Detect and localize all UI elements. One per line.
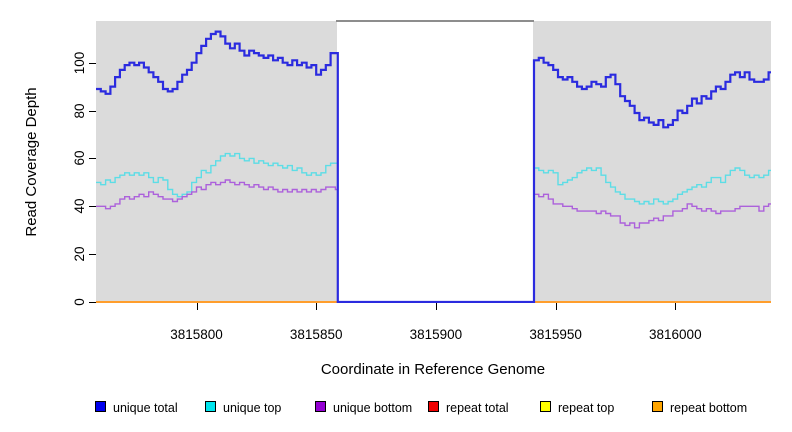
y-tick-label: 20 — [72, 246, 87, 262]
x-axis-title: Coordinate in Reference Genome — [320, 361, 546, 378]
repeat-top-swatch-icon — [540, 401, 551, 413]
x-tick-mark — [196, 303, 198, 310]
unique-total-swatch-icon — [95, 401, 106, 413]
repeat-bottom-swatch-icon — [652, 401, 663, 413]
y-tick-mark — [89, 302, 96, 303]
y-axis-title: Read Coverage Depth — [23, 87, 40, 237]
legend-item-unique-bottom: unique bottom — [315, 399, 413, 415]
legend-label: repeat top — [558, 400, 615, 415]
x-tick-mark — [316, 303, 318, 310]
legend-item-repeat-top: repeat top — [540, 399, 615, 415]
legend-item-repeat-bottom: repeat bottom — [652, 399, 748, 415]
legend-label: repeat total — [446, 400, 509, 415]
legend-label: unique bottom — [333, 400, 413, 415]
plot-panel-right-region — [533, 21, 771, 302]
x-tick-label: 3816000 — [649, 327, 702, 342]
y-tick-mark — [89, 254, 96, 256]
x-tick-mark — [435, 303, 437, 310]
x-tick-mark — [555, 303, 557, 310]
y-tick-mark — [89, 158, 96, 160]
x-tick-label: 3815800 — [170, 327, 223, 342]
y-tick-mark — [89, 206, 96, 208]
x-tick-label: 3815950 — [529, 327, 582, 342]
y-tick-mark — [89, 110, 96, 112]
y-tick-label: 60 — [72, 150, 87, 166]
y-tick-label: 80 — [72, 103, 87, 119]
legend-label: repeat bottom — [670, 400, 748, 415]
legend-item-repeat-total: repeat total — [428, 399, 509, 415]
y-tick-label: 0 — [72, 298, 87, 306]
x-tick-label: 3815900 — [409, 327, 463, 342]
x-tick-mark — [675, 303, 677, 310]
legend-label: unique top — [223, 400, 282, 415]
y-tick-label: 100 — [72, 51, 87, 74]
y-tick-mark — [89, 62, 96, 64]
legend: unique total unique top unique bottom re… — [0, 399, 792, 417]
legend-label: unique total — [113, 400, 178, 415]
series-line-unique-bottom — [96, 179, 771, 303]
repeat-total-swatch-icon — [428, 401, 439, 413]
legend-item-unique-top: unique top — [205, 399, 282, 415]
y-tick-label: 40 — [72, 198, 87, 214]
x-tick-label: 3815850 — [289, 327, 343, 342]
unique-top-swatch-icon — [205, 401, 216, 413]
no-data-region-top-border — [336, 20, 534, 22]
legend-item-unique-total: unique total — [95, 399, 178, 415]
series-line-unique-top — [96, 152, 771, 303]
series-line-unique-total — [96, 30, 771, 303]
unique-bottom-swatch-icon — [315, 401, 326, 413]
